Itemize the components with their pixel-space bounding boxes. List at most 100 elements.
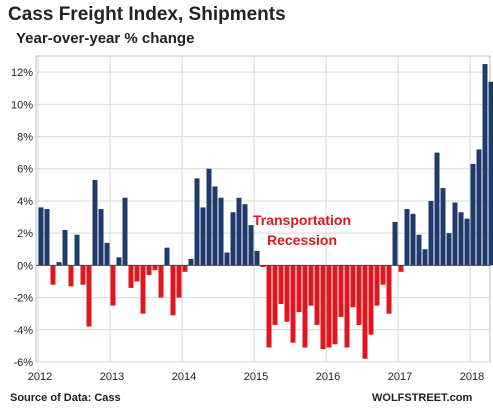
data-bar [434, 152, 440, 266]
data-bar [74, 234, 80, 266]
data-bar [182, 265, 188, 272]
x-tick-label: 2015 [244, 371, 268, 383]
data-bar [284, 265, 290, 322]
data-bar [56, 262, 62, 266]
data-bar [374, 265, 380, 306]
data-bar [266, 265, 272, 348]
data-bar [296, 265, 302, 313]
data-source-note: Source of Data: Cass [10, 392, 121, 404]
data-bar [248, 225, 254, 266]
data-bar [44, 209, 50, 266]
data-bar [116, 257, 122, 266]
data-bar [38, 207, 44, 266]
data-bar [476, 149, 482, 266]
y-tick-label: 10% [11, 99, 33, 111]
y-tick-label: -2% [13, 293, 33, 305]
data-bar [314, 265, 320, 325]
plot-frame [35, 55, 491, 363]
data-bar [194, 178, 200, 266]
data-bar [440, 188, 446, 266]
data-bar [278, 265, 284, 305]
data-bar [452, 202, 458, 266]
data-bar [362, 265, 368, 359]
data-bar [356, 265, 362, 325]
data-bar [80, 265, 86, 285]
data-bar [62, 229, 68, 266]
data-bar [470, 163, 476, 266]
data-bar [200, 207, 206, 266]
data-bar [92, 180, 98, 266]
x-tick-label: 2016 [316, 371, 340, 383]
data-bar [410, 213, 416, 266]
data-bar [176, 265, 182, 298]
x-tick-label: 2013 [100, 371, 124, 383]
data-bar [488, 81, 493, 266]
chart-subtitle: Year-over-year % change [16, 30, 195, 47]
y-tick-label: -4% [13, 325, 33, 337]
data-bar [404, 209, 410, 266]
data-bar [302, 265, 308, 348]
data-bar [446, 233, 452, 266]
data-bar [86, 265, 92, 327]
data-bar [320, 265, 326, 350]
data-bar [224, 252, 230, 266]
data-bar [218, 197, 224, 266]
data-bar [164, 247, 170, 266]
data-bar [140, 265, 146, 314]
y-tick-label: -6% [13, 357, 33, 369]
y-tick-label: 2% [17, 228, 33, 240]
data-bar [338, 265, 344, 317]
data-bar [380, 265, 386, 285]
data-bar [398, 265, 404, 272]
data-bar [392, 221, 398, 266]
data-bar [482, 64, 488, 266]
data-bar [152, 265, 158, 271]
data-bar [422, 249, 428, 266]
data-bar [230, 212, 236, 266]
data-bar [464, 218, 470, 266]
data-bar [188, 258, 194, 266]
x-tick-label: 2014 [172, 371, 196, 383]
data-bar [272, 265, 278, 325]
x-tick-label: 2012 [28, 371, 52, 383]
data-bar [50, 265, 56, 285]
data-bar [416, 234, 422, 266]
chart-title: Cass Freight Index, Shipments [8, 4, 286, 25]
data-bar [134, 265, 140, 282]
data-bar [170, 265, 176, 316]
data-bar [260, 265, 266, 267]
data-bar [212, 186, 218, 266]
data-bar [104, 242, 110, 266]
data-bar [254, 250, 260, 266]
annotation-text: Recession [267, 232, 337, 248]
data-bar [236, 197, 242, 266]
y-tick-label: 8% [17, 132, 33, 144]
x-tick-label: 2018 [460, 371, 484, 383]
data-bar [386, 265, 392, 314]
y-tick-label: 4% [17, 196, 33, 208]
data-bar [332, 265, 338, 345]
data-bar [122, 197, 128, 266]
data-bar [290, 265, 296, 343]
y-tick-label: 6% [17, 164, 33, 176]
data-bar [344, 265, 350, 348]
data-bar [146, 265, 152, 276]
data-bar [350, 265, 356, 308]
data-bar [128, 265, 134, 288]
brand-watermark: WOLFSTREET.com [372, 392, 473, 404]
data-bar [110, 265, 116, 306]
data-bar [326, 265, 332, 348]
data-bar [158, 265, 164, 298]
x-tick-label: 2017 [388, 371, 412, 383]
data-bar [68, 265, 74, 287]
data-bar [368, 265, 374, 335]
data-bar [206, 168, 212, 266]
annotation-text: Transportation [253, 212, 351, 228]
data-bar [98, 209, 104, 266]
y-tick-label: 12% [11, 67, 33, 79]
data-bar [242, 204, 248, 266]
y-tick-label: 0% [17, 260, 33, 272]
data-bar [428, 200, 434, 266]
data-bar [308, 265, 314, 306]
